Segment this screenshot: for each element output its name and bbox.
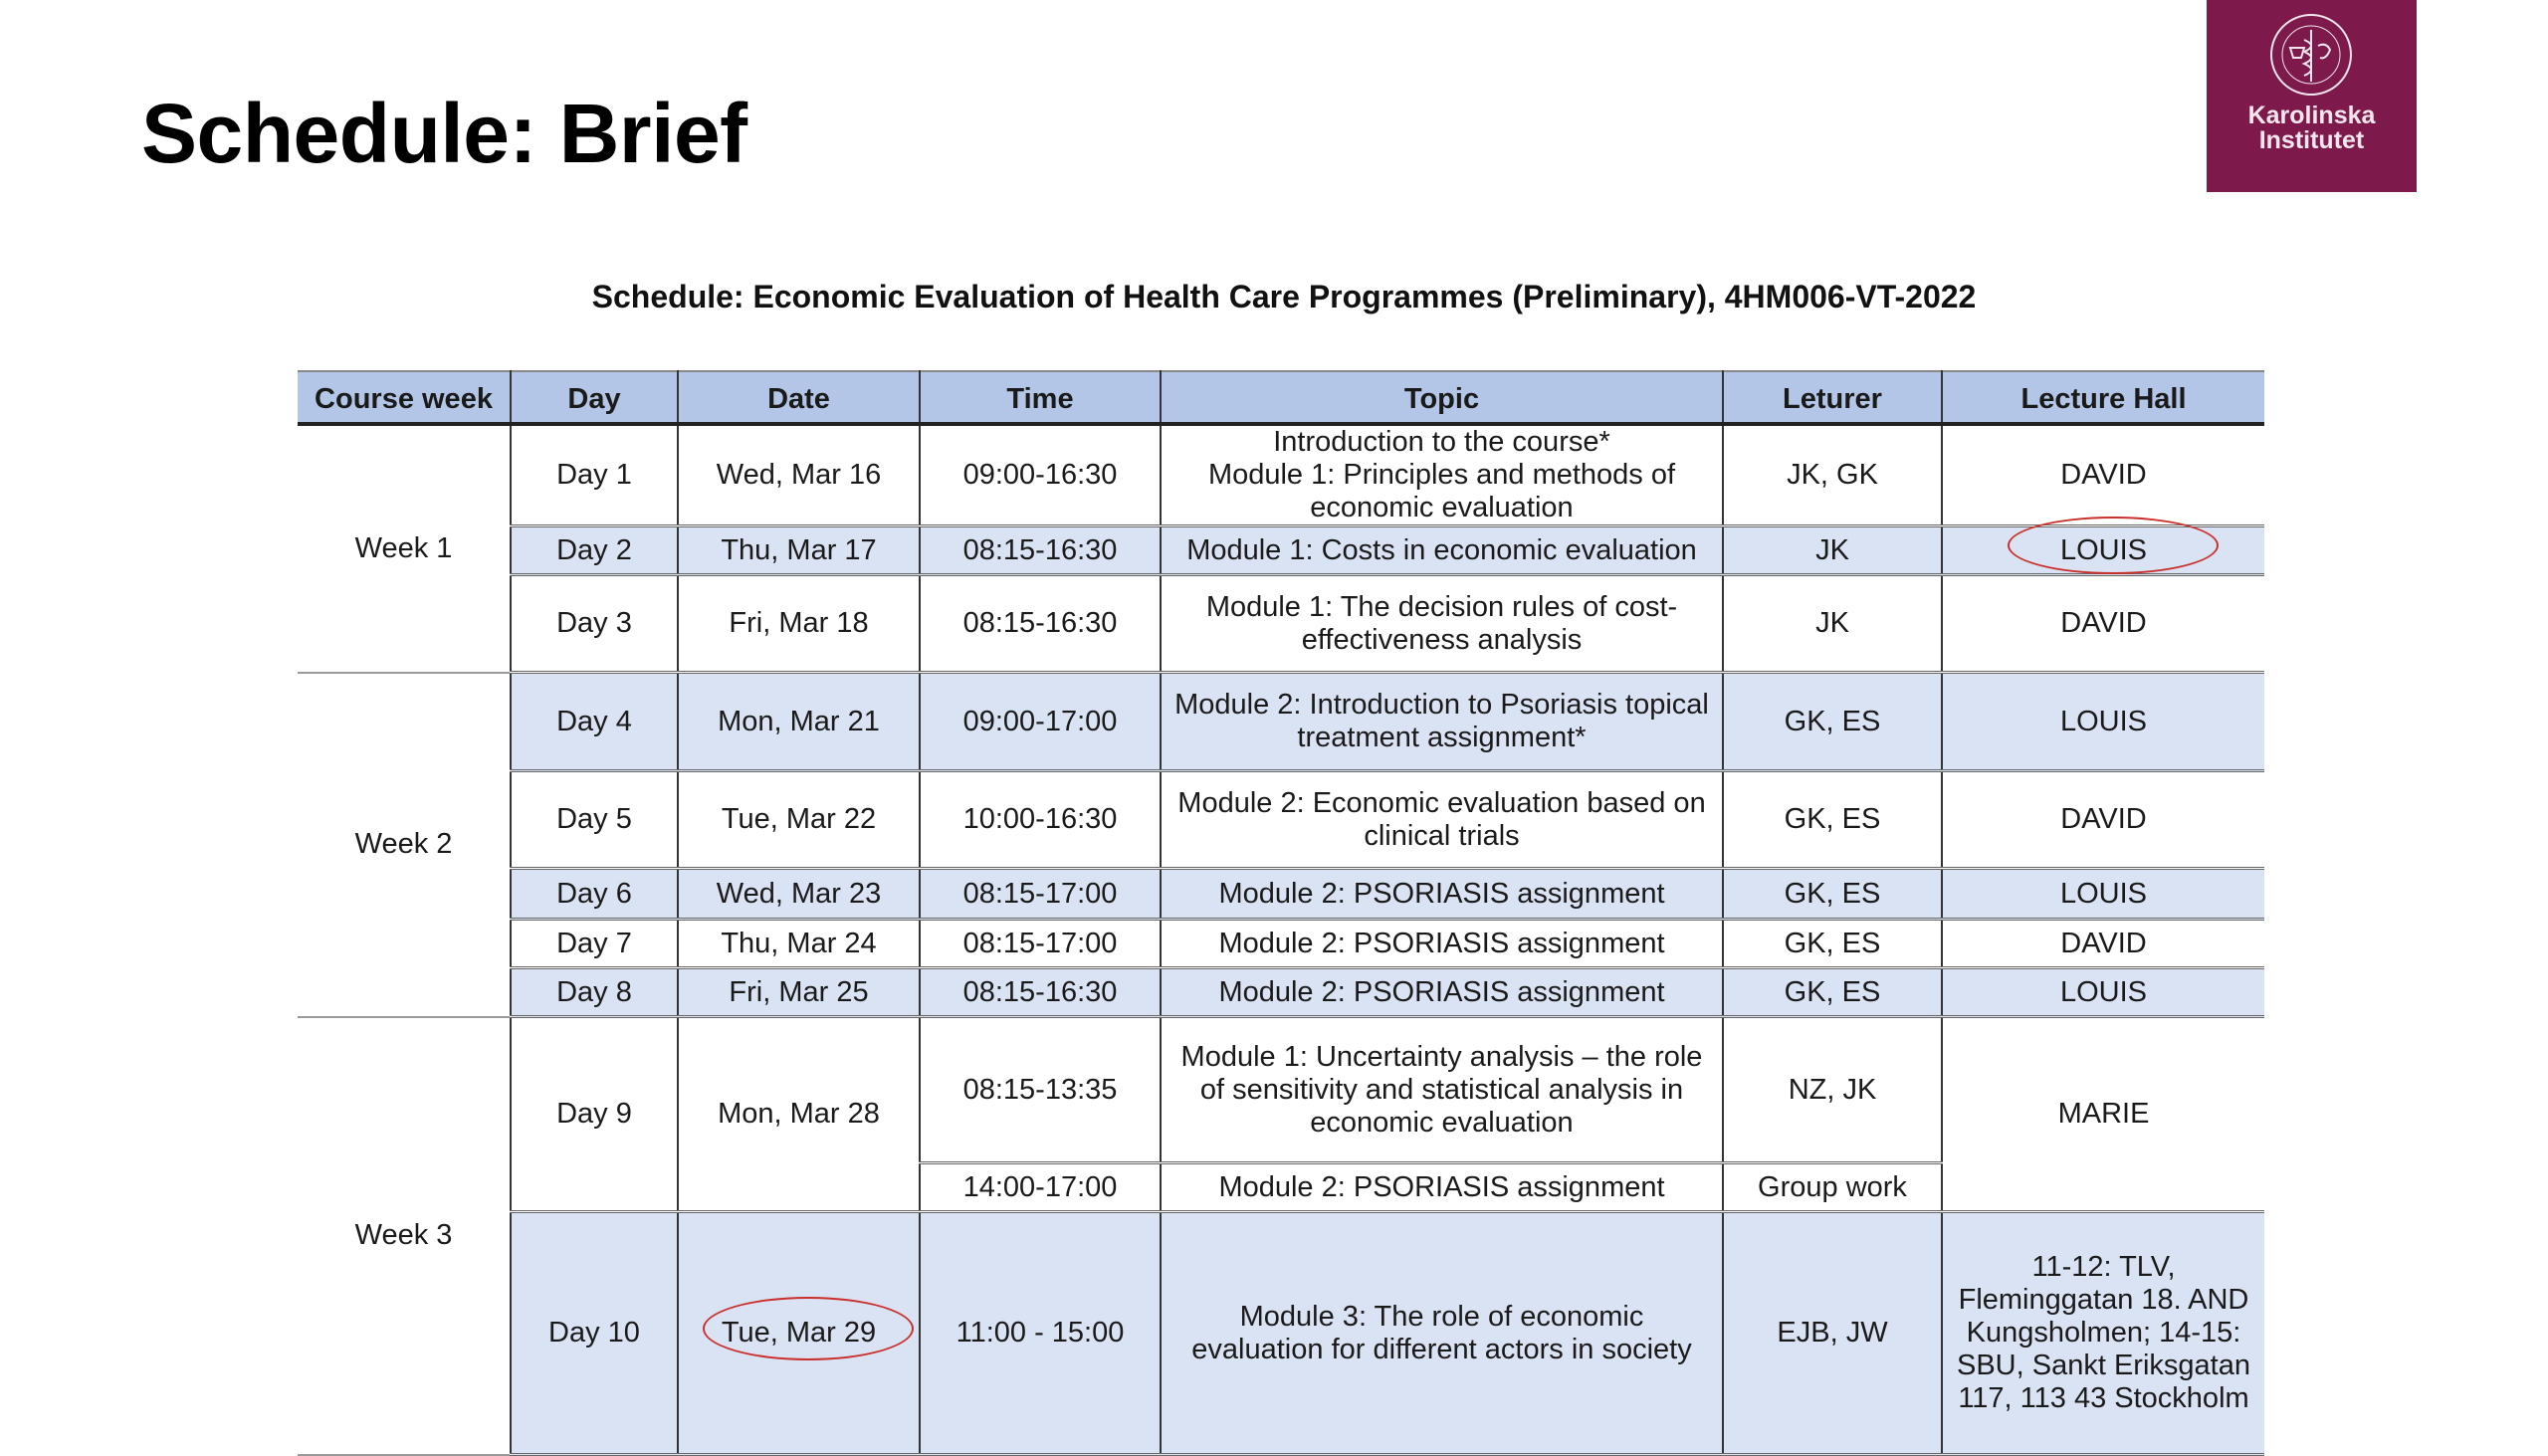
- cell-lecturer: EJB, JW: [1722, 1210, 1943, 1456]
- cell-topic: Module 2: PSORIASIS assignment: [1160, 1161, 1724, 1213]
- cell-date: Fri, Mar 25: [677, 966, 921, 1018]
- cell-lecturer: JK: [1722, 524, 1943, 576]
- cell-date: Mon, Mar 28: [677, 1015, 921, 1213]
- header-topic: Topic: [1160, 370, 1724, 426]
- cell-date: Fri, Mar 18: [677, 573, 921, 674]
- header-day: Day: [510, 370, 679, 426]
- cell-lecturer: GK, ES: [1722, 966, 1943, 1018]
- cell-time: 14:00-17:00: [919, 1161, 1162, 1213]
- table-row: Day 7 Thu, Mar 24 08:15-17:00 Module 2: PSO…: [298, 918, 2264, 969]
- cell-day: Day 8: [510, 966, 679, 1018]
- schedule-table: Course week Day Date Time Topic Leturer Lectur…: [298, 370, 2264, 1456]
- cell-topic: Module 3: The role of economic evaluatio…: [1160, 1210, 1724, 1456]
- cell-date: Wed, Mar 23: [677, 867, 921, 921]
- cell-week: Week 1: [298, 423, 512, 674]
- table-row: Day 2 Thu, Mar 17 08:15-16:30 Module 1: Cos…: [298, 524, 2264, 576]
- highlight-circle-louis: [2008, 517, 2219, 574]
- table-row: Week 3 Day 9 Mon, Mar 28 08:15-13:35 Module …: [298, 1015, 2264, 1456]
- cell-date: Tue, Mar 22: [677, 769, 921, 870]
- table-row: Week 1 Day 1 Wed, Mar 16 09:00-16:30 Introdu…: [298, 422, 2264, 674]
- cell-time: 08:15-13:35: [919, 1015, 1162, 1164]
- cell-lecturer: JK, GK: [1722, 422, 1943, 527]
- cell-time: 08:15-16:30: [919, 966, 1162, 1018]
- cell-day: Day 7: [510, 918, 679, 969]
- cell-topic: Module 2: Economic evaluation based on c…: [1160, 769, 1724, 870]
- header-date: Date: [677, 370, 921, 426]
- cell-hall: DAVID: [1941, 573, 2264, 674]
- cell-topic: Module 1: Costs in economic evaluation: [1160, 524, 1724, 576]
- cell-date: Thu, Mar 24: [677, 918, 921, 969]
- cell-hall: LOUIS: [1941, 671, 2264, 772]
- cell-topic: Module 1: Uncertainty analysis – the rol…: [1160, 1015, 1724, 1164]
- cell-lecturer: Group work: [1722, 1161, 1943, 1213]
- cell-day: Day 4: [510, 671, 679, 772]
- cell-day: Day 5: [510, 769, 679, 870]
- cell-topic: Module 2: PSORIASIS assignment: [1160, 918, 1724, 969]
- slide-title: Schedule: Brief: [141, 87, 747, 180]
- cell-date: Mon, Mar 21: [677, 671, 921, 772]
- cell-day: Day 1: [510, 422, 679, 527]
- logo-text: Karolinska Institutet: [2207, 104, 2417, 153]
- cell-week: Week 3: [298, 1015, 512, 1456]
- cell-time: 09:00-17:00: [919, 671, 1162, 772]
- cell-topic: Module 1: The decision rules of cost- ef…: [1160, 573, 1724, 674]
- cell-topic: Module 2: Introduction to Psoriasis topi…: [1160, 671, 1724, 772]
- cell-hall: DAVID: [1941, 918, 2264, 969]
- cell-time: 08:15-17:00: [919, 918, 1162, 969]
- cell-lecturer: NZ, JK: [1722, 1015, 1943, 1164]
- cell-lecturer: GK, ES: [1722, 867, 1943, 921]
- table-row: Day 5 Tue, Mar 22 10:00-16:30 Module 2: Eco…: [298, 769, 2264, 870]
- header-lecture-hall: Lecture Hall: [1941, 370, 2264, 426]
- cell-lecturer: GK, ES: [1722, 918, 1943, 969]
- header-course-week: Course week: [298, 370, 512, 426]
- cell-week: Week 2: [298, 671, 512, 1018]
- table-row: Week 2 Day 4 Mon, Mar 21 09:00-17:00 Module …: [298, 671, 2264, 1018]
- table-row: 14:00-17:00 Module 2: PSORIASIS assignmen…: [298, 1161, 2264, 1213]
- cell-time: 08:15-16:30: [919, 573, 1162, 674]
- cell-hall: LOUIS: [1941, 966, 2264, 1018]
- cell-topic: Module 2: PSORIASIS assignment: [1160, 867, 1724, 921]
- cell-date: Thu, Mar 17: [677, 524, 921, 576]
- cell-day: Day 2: [510, 524, 679, 576]
- schedule-subtitle: Schedule: Economic Evaluation of Health …: [591, 279, 1977, 314]
- cell-lecturer: GK, ES: [1722, 671, 1943, 772]
- table-row: Day 8 Fri, Mar 25 08:15-16:30 Module 2: PSO…: [298, 966, 2264, 1018]
- cell-hall: DAVID: [1941, 769, 2264, 870]
- cell-hall: MARIE: [1941, 1015, 2264, 1213]
- cell-topic: Module 2: PSORIASIS assignment: [1160, 966, 1724, 1018]
- logo-line-1: Karolinska: [2247, 102, 2376, 129]
- cell-hall: LOUIS: [1941, 867, 2264, 921]
- cell-time: 10:00-16:30: [919, 769, 1162, 870]
- highlight-circle-date: [703, 1297, 914, 1360]
- cell-date: Wed, Mar 16: [677, 422, 921, 527]
- seal-icon: [2270, 14, 2352, 96]
- cell-hall: 11-12: TLV, Fleminggatan 18. AND Kungsho…: [1941, 1210, 2264, 1456]
- table-row: Day 10 Tue, Mar 29 11:00 - 15:00 Module 3: …: [298, 1210, 2264, 1456]
- logo-line-2: Institutet: [2258, 126, 2365, 154]
- cell-day: Day 9: [510, 1015, 679, 1213]
- table-header-row: Course week Day Date Time Topic Leturer Lectur…: [298, 370, 2264, 426]
- cell-lecturer: GK, ES: [1722, 769, 1943, 870]
- cell-time: 11:00 - 15:00: [919, 1210, 1162, 1456]
- cell-time: 09:00-16:30: [919, 422, 1162, 527]
- cell-day: Day 3: [510, 573, 679, 674]
- header-lecturer: Leturer: [1722, 370, 1943, 426]
- cell-topic: Introduction to the course* Module 1: Pr…: [1160, 422, 1724, 527]
- cell-day: Day 6: [510, 867, 679, 921]
- cell-time: 08:15-16:30: [919, 524, 1162, 576]
- cell-day: Day 10: [510, 1210, 679, 1456]
- table-row: Day 3 Fri, Mar 18 08:15-16:30 Module 1: The…: [298, 573, 2264, 674]
- table-row: Day 6 Wed, Mar 23 08:15-17:00 Module 2: PSO…: [298, 867, 2264, 921]
- header-time: Time: [919, 370, 1162, 426]
- cell-time: 08:15-17:00: [919, 867, 1162, 921]
- cell-lecturer: JK: [1722, 573, 1943, 674]
- cell-hall: DAVID: [1941, 422, 2264, 527]
- karolinska-logo: Karolinska Institutet: [2207, 0, 2417, 192]
